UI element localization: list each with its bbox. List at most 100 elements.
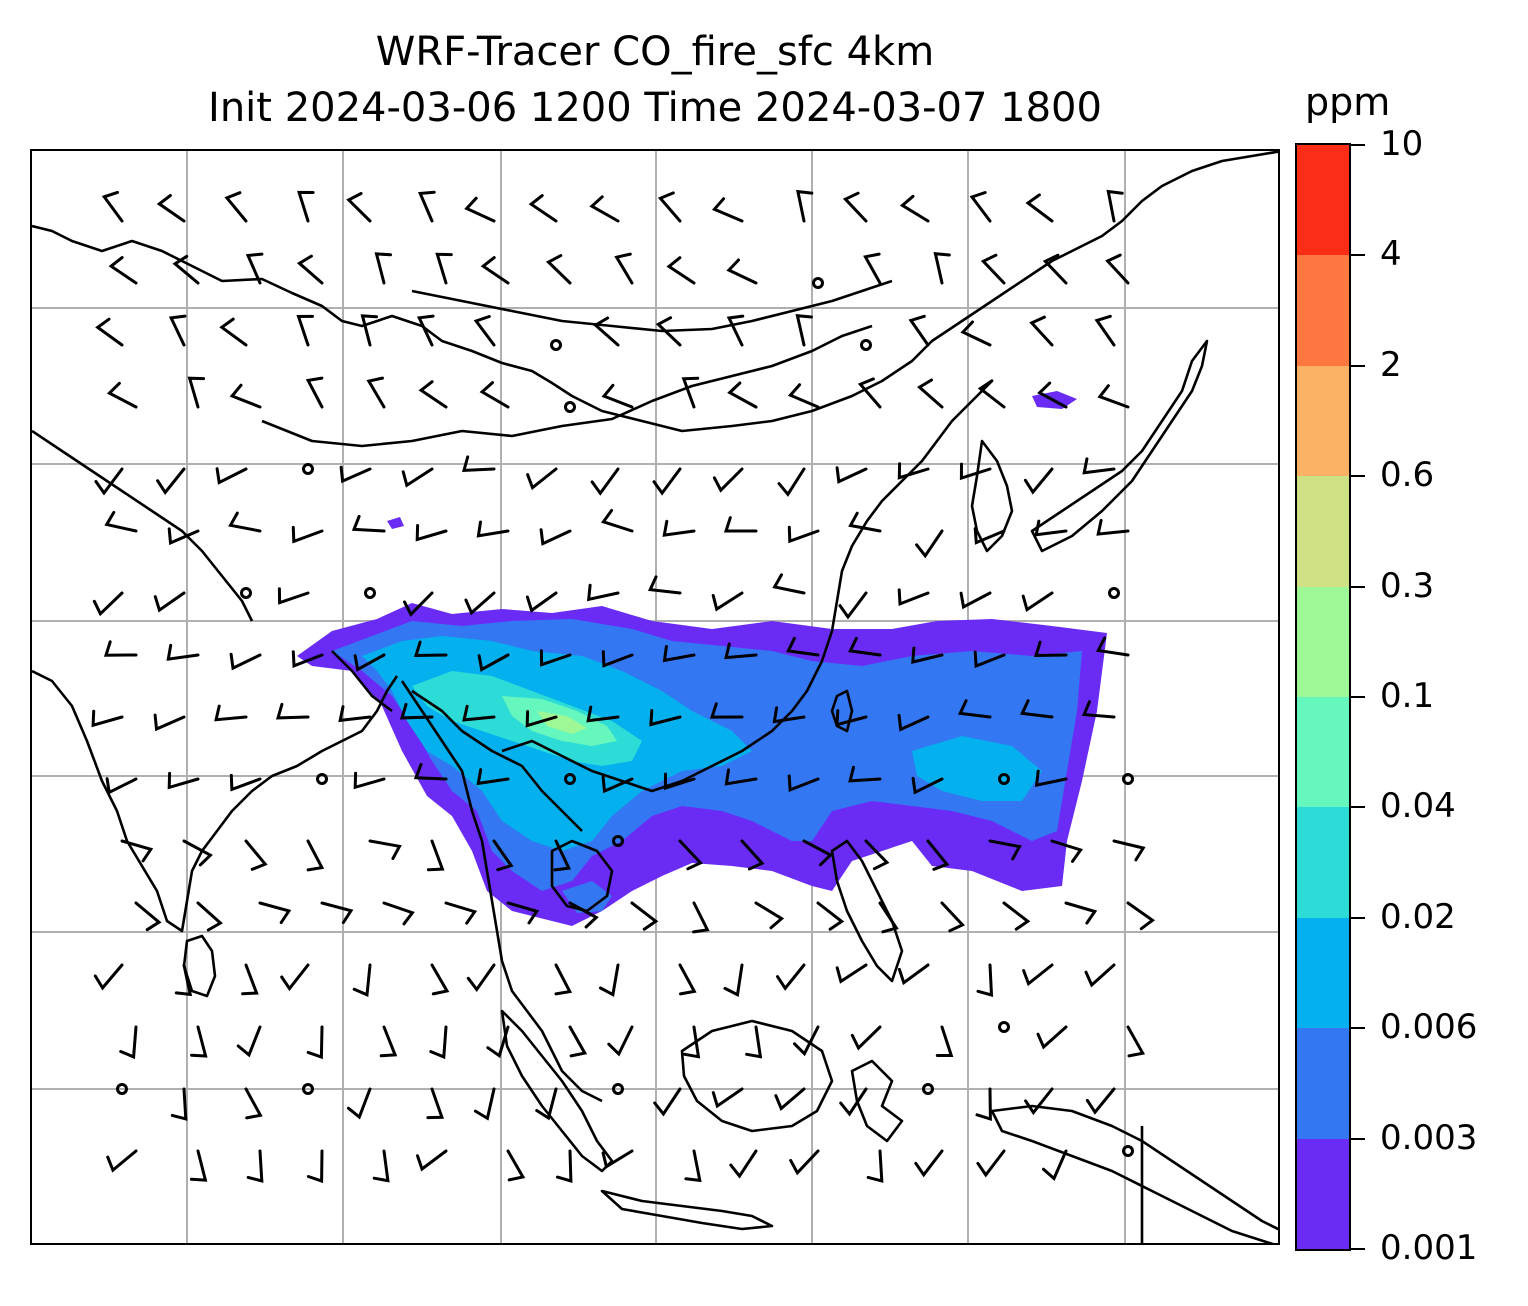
calm-wind-marker <box>1108 587 1120 599</box>
wind-barb <box>429 1025 448 1060</box>
wind-barb <box>842 191 868 223</box>
wind-barb <box>241 963 259 996</box>
wind-barb <box>857 377 882 409</box>
wind-barb <box>167 771 200 790</box>
wind-barb <box>1096 636 1130 657</box>
wind-barb <box>740 839 765 871</box>
wind-barb <box>772 706 806 724</box>
wind-barb <box>866 1149 884 1183</box>
calm-wind-marker <box>116 1083 128 1095</box>
colorbar-segment <box>1297 586 1349 697</box>
wind-barb <box>346 1087 372 1120</box>
wind-barb <box>977 379 1006 409</box>
wind-barb <box>838 591 868 620</box>
wind-barb <box>723 516 758 533</box>
wind-barb <box>1064 901 1098 925</box>
wind-barb <box>786 636 820 657</box>
colorbar-tick-label: 0.6 <box>1380 455 1435 496</box>
wind-barb <box>305 376 324 409</box>
wind-barb <box>911 646 944 664</box>
wind-barb <box>539 649 572 667</box>
wind-barb <box>587 583 620 602</box>
wind-barb <box>1082 457 1116 475</box>
wind-barb <box>167 527 200 546</box>
wind-barb <box>296 314 314 347</box>
wind-barb <box>652 467 682 496</box>
wind-barb <box>108 256 138 285</box>
wind-barb <box>754 901 785 930</box>
wind-barb <box>835 963 868 984</box>
wind-barb <box>413 640 448 658</box>
wind-barb <box>418 190 436 223</box>
colorbar-tick <box>1351 916 1365 919</box>
wind-barb <box>554 963 573 996</box>
wind-barb <box>816 901 845 931</box>
wind-barb <box>940 901 966 933</box>
wind-barb <box>662 645 696 663</box>
wind-barb <box>353 771 386 790</box>
wind-barb <box>374 252 392 285</box>
wind-barb <box>479 381 510 409</box>
wind-barb <box>787 383 820 409</box>
wind-barb <box>379 1025 398 1058</box>
wind-barb <box>106 381 138 409</box>
wind-barb <box>153 713 186 732</box>
coastline-gulf-of-thailand <box>550 839 614 913</box>
chart-subtitle: Init 2024-03-06 1200 Time 2024-03-07 180… <box>208 85 1102 131</box>
wind-barb <box>372 1149 390 1183</box>
wind-barb <box>528 194 558 223</box>
wind-barb <box>526 467 558 491</box>
colorbar <box>1295 143 1351 1251</box>
wind-barb <box>863 252 882 285</box>
colorbar-segment <box>1297 917 1349 1029</box>
colorbar-segment <box>1297 365 1349 477</box>
wind-barb <box>835 709 868 727</box>
wind-barb <box>590 467 620 496</box>
calm-wind-marker <box>612 835 624 847</box>
wind-barb <box>1081 700 1116 719</box>
wind-barb <box>360 314 378 347</box>
calm-wind-marker <box>550 339 562 351</box>
wind-barb <box>663 772 696 791</box>
wind-barb <box>839 1087 868 1117</box>
colorbar-tick-label: 0.02 <box>1380 896 1456 937</box>
wind-barb <box>229 383 262 409</box>
wind-barb <box>727 381 758 409</box>
wind-barb <box>306 1149 324 1184</box>
wind-barb <box>678 839 704 871</box>
wind-barb <box>134 901 162 932</box>
wind-barb <box>366 376 386 409</box>
wind-barb <box>196 901 223 932</box>
wind-barb <box>291 525 324 544</box>
wind-barb <box>864 839 890 871</box>
wind-barb <box>988 839 1022 861</box>
colorbar-tick <box>1351 144 1365 146</box>
wind-barb <box>228 511 262 533</box>
wind-barb <box>601 650 634 668</box>
coastline-north-asia <box>32 151 1278 433</box>
wind-barb <box>657 191 682 223</box>
wind-barb <box>586 705 620 723</box>
wind-barb <box>476 768 510 786</box>
wind-barb <box>172 254 200 285</box>
calm-wind-marker <box>1122 1145 1134 1157</box>
wind-barb <box>1021 591 1054 612</box>
wind-barb <box>291 650 324 668</box>
colorbar-tick-label: 0.006 <box>1380 1007 1478 1048</box>
calm-wind-marker <box>812 277 824 289</box>
map-canvas <box>32 151 1278 1243</box>
wind-barb <box>382 901 415 926</box>
wind-barb <box>796 189 814 223</box>
colorbar-tick <box>1351 1027 1365 1030</box>
wind-barb <box>1094 314 1116 347</box>
wind-barb <box>678 963 697 996</box>
wind-barb <box>666 256 696 285</box>
wind-barb <box>848 511 882 533</box>
wind-barb <box>506 901 540 925</box>
wind-barb <box>787 525 820 544</box>
wind-barb <box>174 963 193 997</box>
wind-barb <box>214 704 248 722</box>
colorbar-tick <box>1351 254 1365 257</box>
wind-barb <box>104 510 138 533</box>
wind-barb <box>306 1025 324 1060</box>
